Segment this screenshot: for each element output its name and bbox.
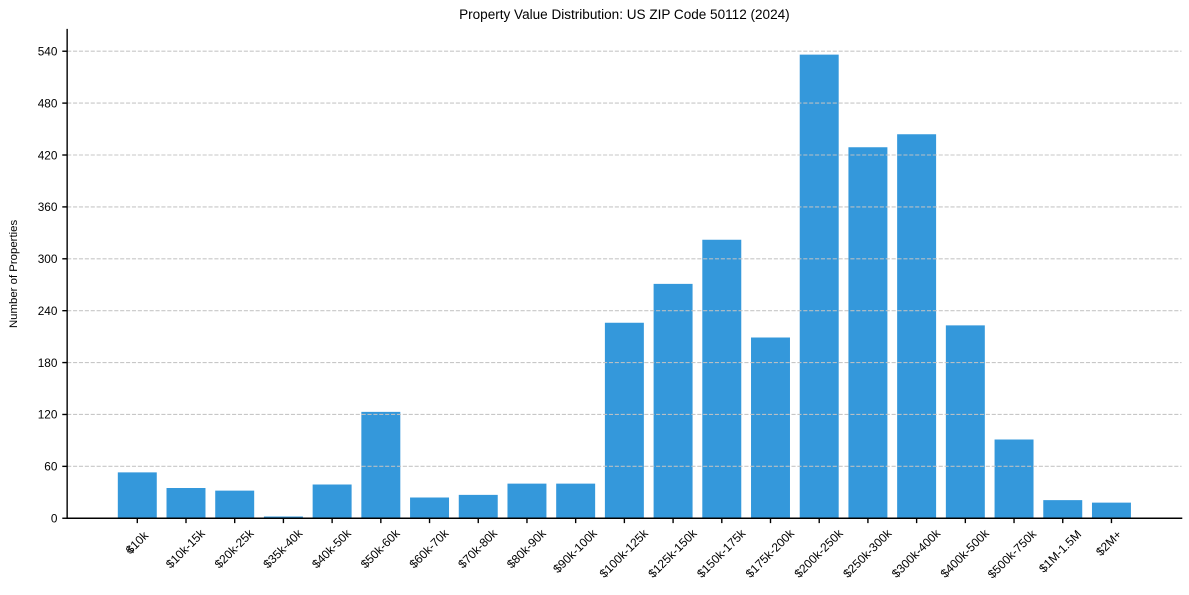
svg-text:Number of Properties: Number of Properties (8, 219, 20, 328)
svg-text:Property Value Distribution: U: Property Value Distribution: US ZIP Code… (459, 7, 790, 22)
svg-text:60: 60 (44, 460, 58, 474)
svg-text:480: 480 (38, 96, 58, 110)
svg-text:0: 0 (51, 512, 58, 526)
svg-text:540: 540 (38, 44, 58, 58)
svg-text:120: 120 (38, 408, 58, 422)
svg-text:360: 360 (38, 200, 58, 214)
svg-text:240: 240 (38, 304, 58, 318)
svg-text:180: 180 (38, 356, 58, 370)
svg-text:300: 300 (38, 252, 58, 266)
svg-text:420: 420 (38, 148, 58, 162)
